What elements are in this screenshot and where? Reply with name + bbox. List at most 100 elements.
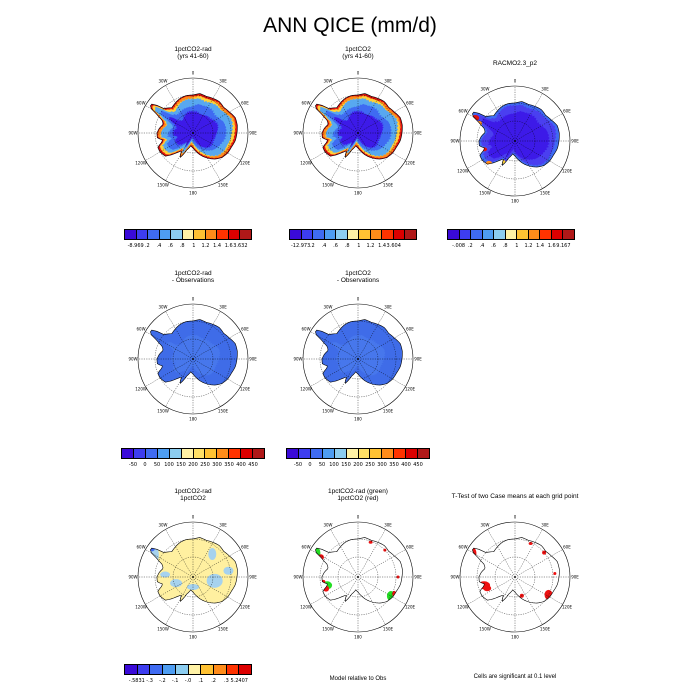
colorbar-boxes — [124, 229, 252, 240]
longitude-label: 90W — [128, 356, 137, 361]
colorbar-label: 0 — [143, 462, 147, 468]
colorbar-label: 1 — [357, 243, 361, 249]
colorbar-box — [418, 449, 430, 458]
colorbar-label: 50 — [153, 462, 161, 468]
longitude-label: 150E — [218, 626, 229, 631]
longitude-label: 30E — [541, 86, 549, 91]
ice-field — [150, 93, 238, 160]
colorbar-label: 1.6 — [547, 243, 556, 249]
panel-title: 1pctCO2-rad (green) 1pctCO2 (red) — [283, 488, 433, 502]
colorbar-label: .6 — [333, 243, 338, 249]
longitude-label: 30W — [158, 522, 167, 527]
colorbar-boxes — [286, 448, 430, 459]
interior-ice — [482, 110, 550, 161]
colorbar-box — [148, 230, 160, 239]
latitude-circle — [494, 556, 536, 598]
panel-title-line-1: 1pctCO2-rad — [174, 46, 212, 53]
longitude-label: 120E — [240, 386, 251, 391]
meridian-line — [192, 105, 241, 134]
latitude-circle — [494, 120, 536, 162]
colorbar-label: .2 — [144, 243, 150, 249]
meridian-line — [192, 529, 221, 578]
colorbar-box — [310, 449, 323, 458]
colorbar-label: .3 — [224, 678, 229, 684]
map-frame — [302, 77, 414, 189]
meridian-line — [165, 529, 194, 578]
meridian-line — [145, 576, 194, 605]
bias-interior — [166, 334, 221, 376]
colorbar-box — [133, 449, 146, 458]
panel-title-line-1: RACMO2.3_p2 — [492, 60, 538, 67]
polar-map: 0 30E 60E 90E 120E 150E 180 150W 120W 90W 60W 30W — [293, 296, 422, 421]
panel-title: 1pctCO2 - Observations — [283, 270, 433, 284]
colorbar-label: -50 — [293, 462, 303, 468]
longitude-label: 90E — [249, 130, 257, 135]
map-frame — [302, 521, 414, 633]
colorbar-box — [150, 665, 164, 674]
colorbar-box — [171, 230, 183, 239]
bias-interior — [331, 334, 386, 376]
meridian-line — [165, 358, 194, 407]
longitude-label: 150E — [383, 626, 394, 631]
difference-patch — [223, 566, 234, 575]
longitude-label: 120W — [457, 604, 469, 609]
meridian-line — [192, 576, 221, 625]
longitude-label: 0 — [192, 514, 195, 519]
meridian-line — [357, 132, 386, 181]
map-panel-1pctco2-minus-obs: 1pctCO2 - Observations 0 30E 60E 90E 120E 150… — [283, 270, 433, 434]
longitude-label: 90E — [414, 130, 422, 135]
longitude-label: 90E — [571, 138, 579, 143]
panel-title: 1pctCO2-rad (yrs 41-60) — [118, 46, 268, 60]
graticule — [303, 522, 413, 632]
graticule — [138, 304, 248, 414]
longitude-label: 180 — [354, 634, 362, 639]
ice-field — [150, 319, 238, 386]
colorbar-box — [517, 230, 529, 239]
latitude-circle — [337, 112, 379, 154]
meridian-line — [357, 358, 386, 407]
meridian-line — [310, 576, 359, 605]
significant-cell — [483, 585, 492, 592]
meridian-line — [514, 140, 563, 169]
colorbar-difference: -.5831 -.3 -.2 -.1 -.0 .1 .2 .3 5.2407 — [124, 664, 252, 694]
longitude-label: 150W — [322, 182, 334, 187]
meridian-line — [330, 529, 359, 578]
colorbar-label: 1.4 — [378, 243, 387, 249]
colorbar-label: 100 — [164, 462, 174, 468]
longitude-label: 90E — [249, 574, 257, 579]
map-frame — [137, 521, 249, 633]
colorbar-label: 350 — [224, 462, 234, 468]
longitude-label: 30E — [384, 304, 392, 309]
ice-field — [150, 537, 238, 604]
colorbar-bias-rad: -50 0 50 100 150 200 250 300 350 400 450 — [121, 448, 265, 478]
colorbar-label: 1.4 — [536, 243, 545, 249]
longitude-label: 120E — [240, 604, 251, 609]
colorbar-box — [313, 230, 325, 239]
colorbar-label: -.3 — [146, 678, 153, 684]
colorbar-box — [205, 230, 218, 239]
longitude-label: 60W — [459, 544, 468, 549]
polar-map: 0 30E 60E 90E 120E 150E 180 150W 120W 90W 60W 30W — [293, 70, 422, 195]
panel-title-line-1: 1pctCO2 — [345, 46, 371, 53]
colorbar-box — [201, 665, 214, 674]
colorbar-box — [194, 230, 206, 239]
longitude-label: 150W — [322, 626, 334, 631]
meridian-line — [467, 140, 516, 169]
colorbar-box — [122, 449, 134, 458]
longitude-label: 120W — [135, 160, 147, 165]
meridian-line — [165, 311, 194, 360]
significance-note: Cells are significant at 0.1 level — [473, 674, 557, 680]
meridian-line — [192, 576, 241, 605]
meridian-line — [192, 85, 221, 134]
colorbar-label: -50 — [128, 462, 138, 468]
coastal-hotspot — [485, 160, 492, 165]
map-panel-1pctco2: 1pctCO2 (yrs 41-60) 0 30E 60E 90E 120E 150E 18… — [283, 46, 433, 208]
colorbar-label: 400 — [236, 462, 246, 468]
longitude-label: 60W — [302, 100, 311, 105]
meridian-line — [514, 576, 543, 625]
longitude-label: 120W — [300, 160, 312, 165]
panel-title-line-2: - Observations — [336, 277, 380, 284]
colorbar-1pctco2-rad: -8.969.2 .4 .6 .8 1 1.2 1.4 1.6 3.632 — [124, 229, 252, 259]
colorbar-box — [448, 230, 460, 239]
colorbar-label: 5.2407 — [230, 678, 248, 684]
